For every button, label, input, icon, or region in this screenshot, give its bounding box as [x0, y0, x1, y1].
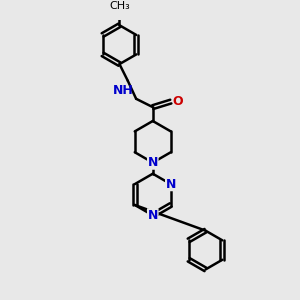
- Text: N: N: [148, 156, 158, 169]
- Text: N: N: [148, 209, 158, 222]
- Text: CH₃: CH₃: [109, 2, 130, 11]
- Text: O: O: [172, 95, 183, 108]
- Text: N: N: [166, 178, 176, 190]
- Text: NH: NH: [112, 84, 133, 98]
